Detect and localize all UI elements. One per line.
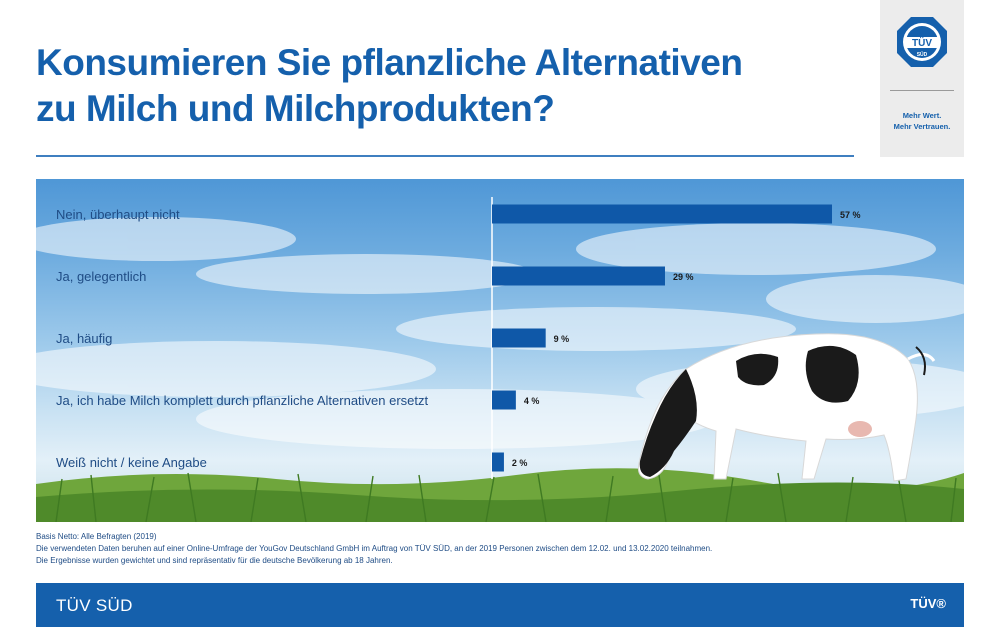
title-line-1: Konsumieren Sie pflanzliche Alternativen bbox=[36, 42, 743, 83]
title-line-2: zu Milch und Milchprodukten? bbox=[36, 88, 555, 129]
footnotes: Basis Netto: Alle Befragten (2019) Die v… bbox=[36, 531, 966, 567]
slogan-line-1: Mehr Wert. bbox=[902, 111, 942, 120]
cow-illustration bbox=[637, 333, 936, 482]
footer-logo-mark: TÜV® bbox=[910, 596, 946, 611]
logo-divider bbox=[890, 90, 954, 91]
bar bbox=[492, 204, 832, 224]
footer-bar: TÜV SÜD TÜV® bbox=[36, 583, 964, 627]
footnote-base: Basis Netto: Alle Befragten (2019) bbox=[36, 532, 157, 541]
bar-value-label: 9 % bbox=[554, 334, 570, 344]
bar bbox=[492, 328, 546, 348]
bar-value-label: 4 % bbox=[524, 396, 540, 406]
category-label: Ja, häufig bbox=[56, 331, 112, 346]
badge-sub-text: SÜD bbox=[917, 51, 928, 58]
slogan-line-2: Mehr Vertrauen. bbox=[893, 122, 951, 131]
bar-chart: Nein, überhaupt nicht 57 % Ja, gelegentlic… bbox=[56, 197, 861, 479]
footnote-weighting: Die Ergebnisse wurden gewichtet und sind… bbox=[36, 556, 393, 565]
badge-text: TÜV bbox=[912, 36, 932, 49]
bar bbox=[492, 390, 516, 410]
sky-meadow-background bbox=[36, 217, 964, 522]
page-title: Konsumieren Sie pflanzliche Alternativen… bbox=[36, 40, 856, 132]
tuev-logo-panel: TÜV SÜD Mehr Wert. Mehr Vertrauen. bbox=[880, 0, 964, 157]
category-label: Ja, gelegentlich bbox=[56, 269, 146, 284]
slogan: Mehr Wert. Mehr Vertrauen. bbox=[880, 110, 964, 132]
title-divider bbox=[36, 155, 854, 157]
bar bbox=[492, 452, 504, 472]
bar-value-label: 29 % bbox=[673, 272, 694, 282]
tuev-badge-icon: TÜV SÜD bbox=[897, 17, 947, 67]
bar-value-label: 57 % bbox=[840, 210, 861, 220]
category-label: Nein, überhaupt nicht bbox=[56, 207, 180, 222]
category-label: Weiß nicht / keine Angabe bbox=[56, 455, 207, 470]
category-label: Ja, ich habe Milch komplett durch pflanz… bbox=[56, 393, 429, 408]
bar bbox=[492, 266, 665, 286]
meadow bbox=[36, 468, 964, 522]
chart-panel: Nein, überhaupt nicht 57 % Ja, gelegentlic… bbox=[36, 179, 964, 522]
footnote-source: Die verwendeten Daten beruhen auf einer … bbox=[36, 544, 713, 553]
bar-value-label: 2 % bbox=[512, 458, 528, 468]
footer-brand: TÜV SÜD bbox=[56, 596, 133, 615]
